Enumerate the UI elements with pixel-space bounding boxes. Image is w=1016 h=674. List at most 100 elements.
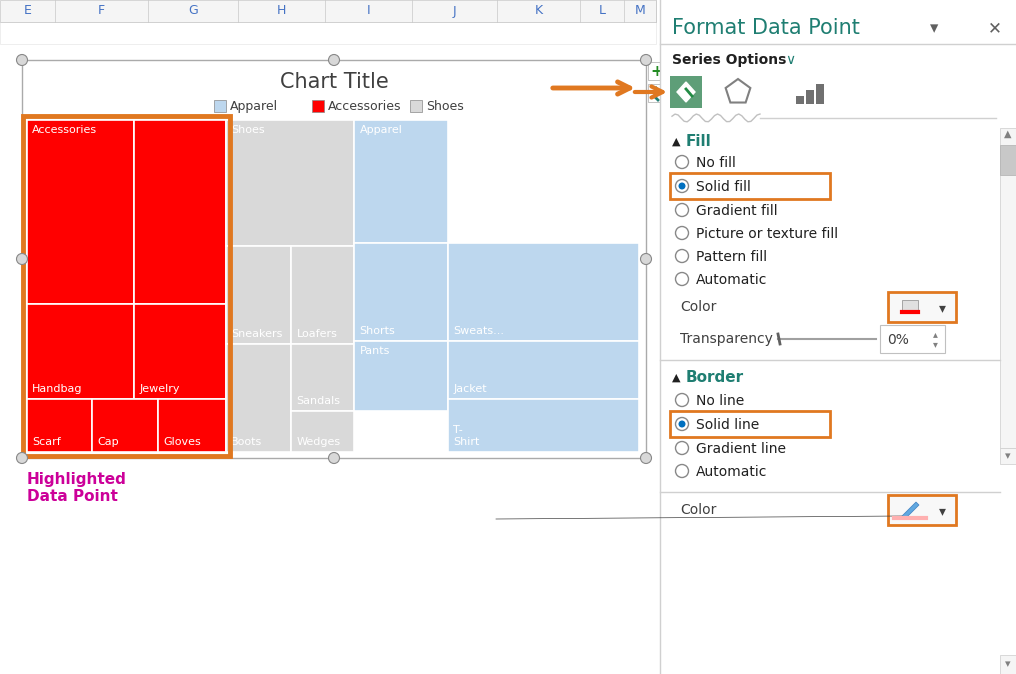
Text: Jacket: Jacket	[453, 384, 487, 394]
Bar	[0, 22, 656, 44]
Text: Pants: Pants	[360, 346, 390, 356]
Circle shape	[16, 253, 27, 264]
Bar	[648, 84, 666, 102]
Bar	[1000, 448, 1016, 464]
Bar	[648, 62, 666, 80]
Text: H: H	[276, 5, 287, 18]
Text: Scarf: Scarf	[31, 437, 61, 447]
Text: ▲: ▲	[672, 373, 681, 383]
Bar	[806, 90, 814, 104]
Text: Series Options: Series Options	[672, 53, 786, 67]
Bar	[670, 173, 830, 199]
Text: Chart Title: Chart Title	[279, 72, 388, 92]
Text: ▴: ▴	[933, 329, 938, 339]
Circle shape	[640, 253, 651, 264]
Text: E: E	[23, 5, 31, 18]
Circle shape	[676, 156, 689, 168]
Bar	[448, 399, 639, 452]
Text: Accessories: Accessories	[31, 125, 98, 135]
Text: ▲: ▲	[1004, 129, 1012, 139]
Text: T-
Shirt: T- Shirt	[453, 425, 480, 447]
Bar	[448, 341, 639, 399]
Text: I: I	[367, 5, 370, 18]
Bar	[27, 399, 92, 452]
Bar	[226, 120, 355, 246]
Text: Loafers: Loafers	[297, 329, 337, 339]
Text: Jewelry: Jewelry	[139, 384, 180, 394]
Text: Transparency: Transparency	[680, 332, 773, 346]
Text: Shoes: Shoes	[231, 125, 264, 135]
Circle shape	[676, 441, 689, 454]
Text: Pattern fill: Pattern fill	[696, 250, 767, 264]
Bar	[226, 246, 292, 344]
Text: F: F	[98, 5, 105, 18]
Circle shape	[676, 204, 689, 216]
Text: Format Data Point: Format Data Point	[672, 18, 860, 38]
Bar	[226, 344, 292, 452]
Polygon shape	[677, 82, 695, 102]
Circle shape	[679, 421, 686, 427]
Circle shape	[328, 55, 339, 65]
Text: Color: Color	[680, 503, 716, 517]
Circle shape	[676, 417, 689, 431]
Bar	[214, 100, 226, 112]
Text: ▾: ▾	[933, 339, 938, 349]
Bar	[660, 0, 1016, 674]
Text: ✕: ✕	[989, 19, 1002, 37]
Text: G: G	[188, 5, 198, 18]
Text: L: L	[598, 5, 606, 18]
Text: No fill: No fill	[696, 156, 736, 170]
Bar	[157, 399, 226, 452]
Text: Gradient line: Gradient line	[696, 442, 786, 456]
Bar	[312, 100, 324, 112]
Bar	[27, 304, 134, 399]
Text: Apparel: Apparel	[360, 125, 402, 135]
Bar	[670, 76, 702, 108]
Text: ▾: ▾	[1005, 451, 1011, 461]
Text: ▾: ▾	[939, 504, 946, 518]
Circle shape	[640, 452, 651, 464]
Bar	[816, 84, 824, 104]
Text: Handbag: Handbag	[31, 384, 82, 394]
Text: ▾: ▾	[1005, 659, 1011, 669]
Text: Shorts: Shorts	[360, 326, 395, 336]
Bar	[23, 116, 230, 456]
Text: Apparel: Apparel	[230, 100, 278, 113]
Bar	[888, 495, 956, 525]
Text: Color: Color	[680, 300, 716, 314]
Circle shape	[679, 183, 686, 189]
Bar	[355, 341, 448, 410]
Bar	[410, 100, 422, 112]
Bar	[1000, 145, 1016, 175]
Bar	[292, 410, 355, 452]
Circle shape	[676, 272, 689, 286]
Circle shape	[676, 394, 689, 406]
Text: Picture or texture fill: Picture or texture fill	[696, 227, 838, 241]
Bar	[92, 399, 157, 452]
Text: Gradient fill: Gradient fill	[696, 204, 777, 218]
Text: Highlighted
Data Point: Highlighted Data Point	[27, 472, 127, 504]
Circle shape	[640, 55, 651, 65]
Text: Sneakers: Sneakers	[231, 329, 282, 339]
Text: Wedges: Wedges	[297, 437, 340, 447]
Text: Cap: Cap	[98, 437, 119, 447]
Text: ▲: ▲	[672, 137, 681, 147]
Circle shape	[676, 226, 689, 239]
Circle shape	[676, 249, 689, 262]
Text: K: K	[534, 5, 543, 18]
Text: Border: Border	[686, 371, 744, 386]
Text: Gloves: Gloves	[163, 437, 201, 447]
Bar	[355, 243, 448, 341]
Text: Solid fill: Solid fill	[696, 180, 751, 194]
Text: M: M	[635, 5, 645, 18]
Bar	[134, 304, 226, 399]
Text: Sandals: Sandals	[297, 396, 340, 406]
Circle shape	[16, 452, 27, 464]
Text: J: J	[453, 5, 456, 18]
Bar	[0, 0, 656, 22]
Text: +: +	[650, 63, 663, 78]
Text: ▾: ▾	[939, 301, 946, 315]
Text: Solid line: Solid line	[696, 418, 759, 432]
Bar	[27, 120, 134, 304]
Circle shape	[328, 452, 339, 464]
